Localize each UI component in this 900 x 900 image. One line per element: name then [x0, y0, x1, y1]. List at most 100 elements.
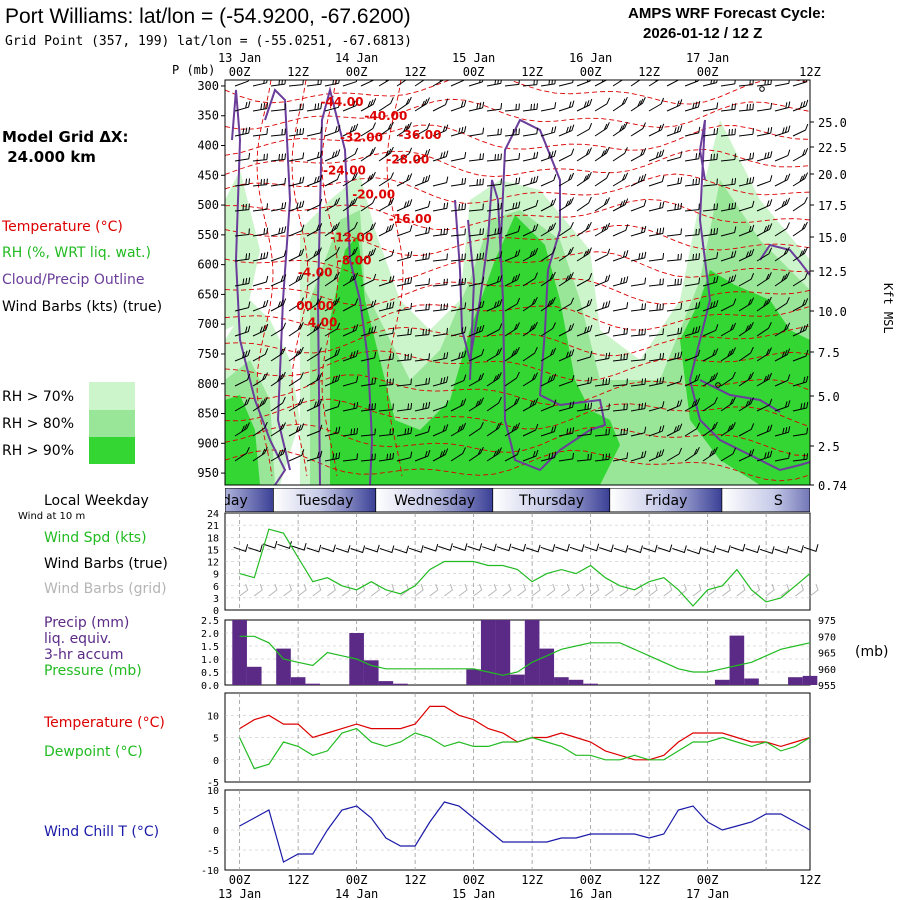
wind-barb [558, 452, 574, 462]
bottom-time-label: 00Z [346, 873, 368, 887]
top-time-label: 12Z [287, 65, 309, 79]
wind-barb [432, 327, 448, 337]
wind-barb [576, 98, 593, 112]
wind-barb [558, 297, 575, 312]
wind-barb [288, 200, 305, 212]
wind-barb [594, 80, 608, 87]
wind-barb [774, 426, 791, 437]
wind-barb [702, 300, 719, 312]
weekday-cell [722, 488, 810, 512]
wind-barb [756, 127, 773, 137]
wind-barb [540, 322, 556, 337]
station-title: Port Williams: lat/lon = (-54.9200, -67.… [5, 5, 411, 28]
true-wind-barb [321, 544, 336, 553]
cycle-value: 2026-01-12 / 12 Z [643, 25, 762, 42]
wind-barb [378, 428, 394, 437]
wind-barb [738, 297, 755, 312]
true-wind-barb [511, 543, 526, 552]
wind-barb [576, 273, 593, 287]
wind-barb [540, 126, 557, 137]
wind-barb [630, 277, 647, 287]
weekday-cell [610, 488, 723, 512]
isotherm-line [256, 80, 274, 477]
wind-barb [684, 253, 700, 262]
windchill-panel: -10 -5 0 5 10 [201, 786, 811, 877]
wind-barb [720, 128, 736, 137]
isotherm-line [321, 80, 339, 477]
wind-barb [558, 401, 575, 412]
wind-barb [450, 447, 466, 462]
wind-barb [558, 349, 575, 362]
cross-section-frame [224, 79, 811, 486]
wind-barb [342, 221, 358, 237]
wind-barb [234, 101, 251, 112]
wind-barb [414, 174, 431, 187]
wind-barb [756, 372, 773, 387]
cloud-outline [264, 88, 292, 471]
y-tick-label: 1.5 [201, 642, 219, 653]
wind-barb [396, 277, 413, 287]
pressure-tick-label: 300 [197, 79, 219, 93]
wind-barb [270, 447, 287, 462]
y-tick-label: 955 [818, 681, 836, 692]
true-wind-barb [350, 545, 366, 554]
wind-barb [648, 97, 665, 112]
wind-barb [342, 123, 359, 137]
wind-barb [450, 326, 467, 337]
wind-speed-line [239, 528, 811, 607]
y-tick-label: 6 [213, 582, 219, 593]
isotherm-line [225, 350, 810, 382]
true-wind-barb [789, 545, 804, 553]
wind-barb [432, 150, 449, 162]
wind-barb [558, 272, 574, 287]
wind-barb [468, 348, 485, 362]
y-tick-label: 0 [213, 756, 219, 767]
grid-wind-barb [385, 583, 395, 597]
wind-barb [702, 421, 718, 437]
isotherm-line [225, 80, 810, 105]
weekday-label: Friday [645, 493, 687, 509]
wind-barb [612, 302, 629, 312]
bottom-date-label: 14 Jan [335, 887, 378, 900]
true-wind-barb [745, 545, 760, 554]
y-tick-label: 12 [207, 558, 219, 569]
wind-barb [522, 372, 538, 387]
wind-barb [612, 276, 629, 287]
wind-barb [612, 224, 629, 237]
cloud-outline [699, 379, 781, 413]
wind-barb [648, 425, 665, 437]
wind-barb [504, 397, 520, 412]
wind-barb [306, 223, 323, 237]
bottom-date-label: 17 Jan [686, 887, 729, 900]
wind-barb [252, 348, 269, 362]
y-tick-label: 10 [207, 786, 219, 797]
wind-barb [306, 321, 322, 337]
wind-barb [306, 80, 322, 87]
top-time-axis: 00Z 12Z 00Z 12Z 00Z 12Z 00Z 12Z 00Z 12Z 13 Jan 14 J… [218, 51, 821, 79]
grid-wind-barb [473, 583, 483, 597]
isotherm-label: 4.00 [308, 316, 338, 330]
wind-barb [378, 97, 394, 112]
wind-barb [396, 328, 412, 337]
wind-barb [270, 103, 286, 112]
wind-barb [342, 80, 358, 87]
wind-barb [414, 80, 425, 87]
wind-barb [594, 122, 610, 137]
wind-barb [468, 397, 484, 412]
wind-barb [774, 322, 791, 337]
wind-barb [252, 421, 268, 437]
grid-wind-barb [575, 583, 585, 597]
true-wind-barb [482, 543, 497, 552]
top-date-label: 13 Jan [218, 51, 261, 65]
wind-barb [522, 321, 538, 337]
wind-barb [630, 173, 647, 187]
wind-barb [684, 301, 701, 312]
wind-barb [774, 246, 790, 262]
precip-bar [466, 669, 481, 685]
wind-barb [468, 446, 484, 462]
wind-barb [630, 378, 646, 387]
wind-barb [666, 351, 683, 362]
y-tick-label: 3 [213, 594, 219, 605]
wind-barb [252, 251, 269, 262]
wind-barb [738, 248, 755, 262]
